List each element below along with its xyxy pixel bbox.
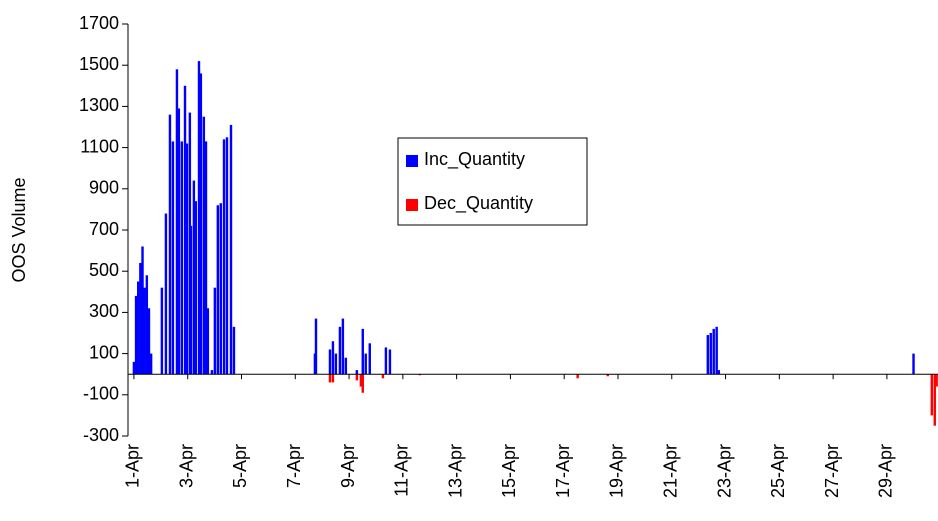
bar [202,116,206,375]
bar [141,246,144,375]
bar [175,69,179,375]
bar [194,201,197,375]
legend-swatch [406,155,418,167]
bar [331,341,335,375]
x-tick-label: 19-Apr [607,444,627,498]
x-tick-label: 17-Apr [553,444,573,498]
bar [189,225,193,375]
bar [139,262,142,375]
bar [331,374,335,383]
bar [225,137,229,375]
y-tick-label: 500 [89,260,119,280]
y-tick-label: 1500 [79,54,119,74]
y-tick-label: 1700 [79,13,119,33]
y-tick-label: 300 [89,301,119,321]
bar [368,343,371,375]
x-tick-label: 7-Apr [284,444,304,488]
bar [606,374,609,377]
bar [715,326,718,375]
x-tick-label: 25-Apr [768,444,788,498]
bar [232,326,236,375]
bar [381,374,385,379]
bar [706,335,710,375]
y-tick-label: -100 [83,384,119,404]
bar [364,353,367,375]
bar [164,213,168,375]
legend-swatch [406,199,418,211]
bar [709,333,712,375]
x-tick-label: 21-Apr [661,444,681,498]
bar [183,85,187,375]
bar [132,361,136,375]
x-tick-label: 5-Apr [230,444,250,488]
bar [229,124,233,375]
bar [334,353,338,375]
bar [935,374,938,387]
bar [206,308,210,375]
legend-label: Inc_Quantity [424,149,525,170]
bar [160,287,164,375]
bar [361,374,364,393]
bar [341,318,345,375]
bar [344,357,348,375]
bar [134,295,138,375]
x-tick-label: 3-Apr [176,444,196,488]
bar [338,326,342,375]
bar [149,353,153,375]
legend: Inc_Quantity Dec_Quantity [397,137,588,226]
y-tick-label: 100 [89,342,119,362]
bar [137,281,140,375]
bar [328,374,332,383]
bar [418,374,421,376]
bar [328,349,332,375]
bar [185,143,189,375]
x-tick-label: 11-Apr [392,444,412,497]
bar [355,370,359,375]
y-tick-label: -300 [83,425,119,445]
x-tick-label: 29-Apr [876,444,896,498]
x-tick-label: 9-Apr [338,444,358,488]
bar [314,318,318,375]
bar [930,374,934,416]
bar [171,141,175,375]
bar [361,328,364,375]
bar [147,308,151,375]
bar [384,347,388,375]
x-tick-label: 27-Apr [822,444,842,498]
x-tick-label: 1-Apr [123,444,143,488]
bar [204,141,208,375]
legend-box [397,137,588,226]
bar [216,205,220,375]
y-axis-label: OOS Volume [9,177,29,282]
x-tick-label: 23-Apr [714,444,734,498]
bar [199,73,203,375]
bar [192,180,196,375]
bar [912,353,915,375]
bar [177,108,181,375]
y-tick-label: 900 [89,178,119,198]
bar [355,374,359,381]
bar [145,275,149,375]
bar [180,141,183,375]
bar [143,287,146,375]
bar [576,374,579,379]
y-tick-label: 1300 [79,95,119,115]
bar [359,374,363,387]
y-tick-label: 1100 [80,136,119,156]
bar [219,203,222,375]
bar [210,370,214,375]
legend-label: Dec_Quantity [424,193,533,214]
bar [933,374,936,426]
bar [213,287,217,375]
bar [717,370,721,375]
bar [197,61,201,375]
bar [388,349,392,375]
x-tick-label: 15-Apr [499,444,519,498]
bar [168,114,172,375]
bar [712,328,715,375]
x-tick-label: 13-Apr [445,444,465,498]
bar [222,139,226,375]
y-tick-label: 700 [89,219,119,239]
